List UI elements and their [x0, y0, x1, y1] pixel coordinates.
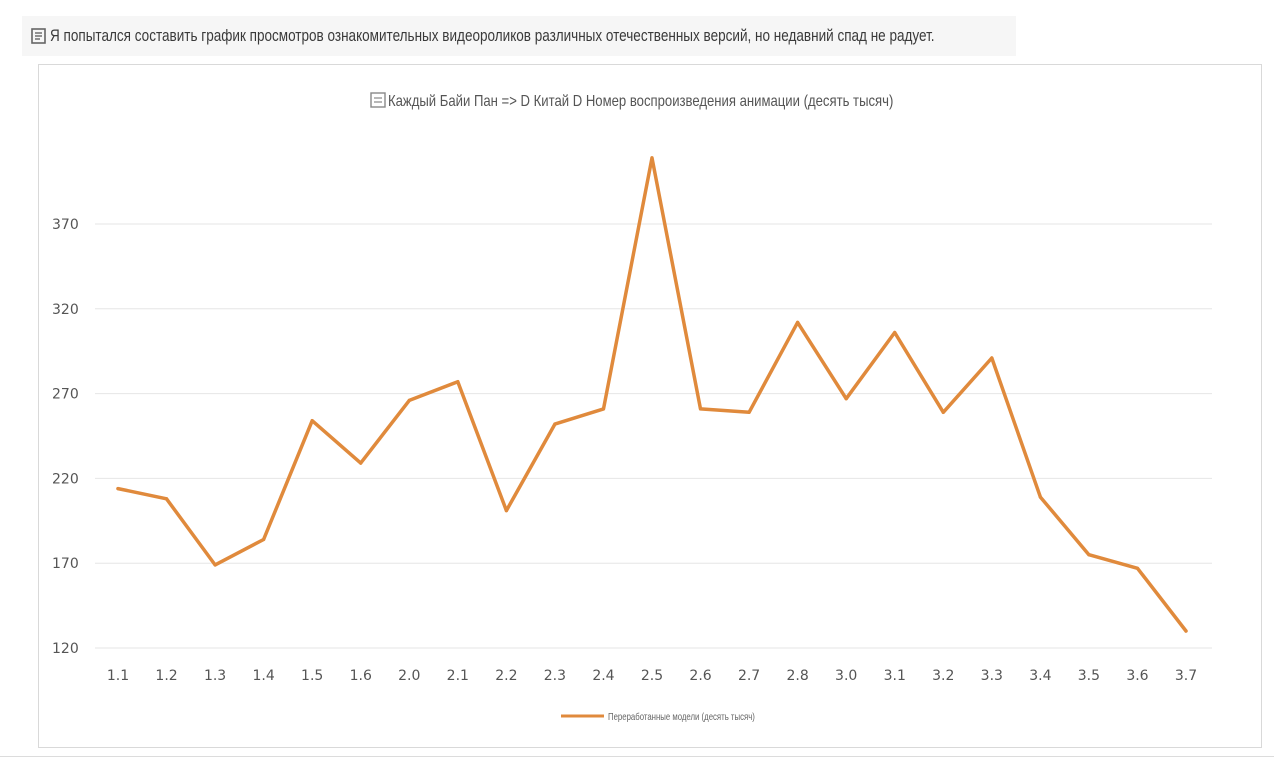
series-line [116, 156, 1188, 633]
data-point [164, 497, 169, 501]
y-tick-label: 220 [52, 471, 79, 487]
x-tick-label: 1.4 [253, 668, 275, 684]
data-point [941, 410, 945, 414]
x-tick-label: 1.3 [204, 668, 226, 684]
data-point [1087, 553, 1091, 557]
x-tick-label: 2.4 [592, 668, 614, 684]
data-point [262, 537, 266, 542]
x-tick-label: 3.3 [981, 668, 1003, 684]
x-tick-label: 3.5 [1078, 668, 1100, 684]
x-tick-label: 2.7 [738, 668, 760, 684]
data-point [1038, 495, 1042, 499]
x-tick-label: 1.1 [107, 668, 129, 684]
data-point [796, 320, 800, 324]
x-tick-label: 2.1 [447, 668, 469, 684]
x-tick-label: 3.2 [932, 668, 954, 684]
y-tick-label: 270 [52, 387, 79, 403]
data-point [747, 410, 751, 414]
chart-frame [38, 64, 1262, 748]
chart-title-icon [370, 92, 386, 108]
data-point [359, 461, 363, 465]
legend-label: Переработанные модели (десять тысяч) [608, 711, 755, 722]
x-tick-label: 3.1 [884, 668, 906, 684]
x-tick-label: 3.6 [1126, 668, 1148, 684]
data-point [1135, 566, 1140, 570]
caption-text: Я попытался составить график просмотров … [50, 26, 935, 45]
x-tick-label: 3.7 [1175, 668, 1197, 684]
x-tick-label: 2.6 [689, 668, 711, 684]
y-tick-label: 320 [52, 302, 79, 318]
y-tick-label: 120 [52, 641, 79, 657]
data-point [650, 156, 654, 160]
data-point [893, 330, 897, 335]
x-tick-label: 1.6 [350, 668, 372, 684]
caption-bar: Я попытался составить график просмотров … [22, 16, 1016, 56]
x-tick-label: 1.5 [301, 668, 323, 684]
data-point [698, 407, 703, 411]
y-tick-label: 370 [52, 217, 79, 233]
x-tick-label: 2.5 [641, 668, 663, 684]
data-point [990, 356, 994, 360]
x-tick-label: 3.0 [835, 668, 857, 684]
data-point [1184, 629, 1188, 633]
bottom-divider [0, 756, 1274, 757]
data-point [116, 486, 120, 491]
chart-title: Каждый Байи Пан => D Китай D Номер воспр… [388, 93, 893, 110]
x-tick-label: 2.2 [495, 668, 517, 684]
y-tick-label: 170 [52, 556, 79, 572]
data-point [553, 422, 557, 426]
document-icon [30, 27, 48, 45]
data-point [456, 380, 460, 384]
x-tick-label: 2.3 [544, 668, 566, 684]
data-point [213, 563, 217, 567]
x-tick-label: 1.2 [155, 668, 177, 684]
data-point [407, 398, 411, 402]
x-tick-label: 2.8 [787, 668, 809, 684]
data-point [310, 419, 314, 423]
x-tick-label: 2.0 [398, 668, 420, 684]
data-point [504, 509, 508, 513]
data-point [844, 397, 848, 401]
x-tick-label: 3.4 [1029, 668, 1051, 684]
data-point [601, 407, 606, 411]
